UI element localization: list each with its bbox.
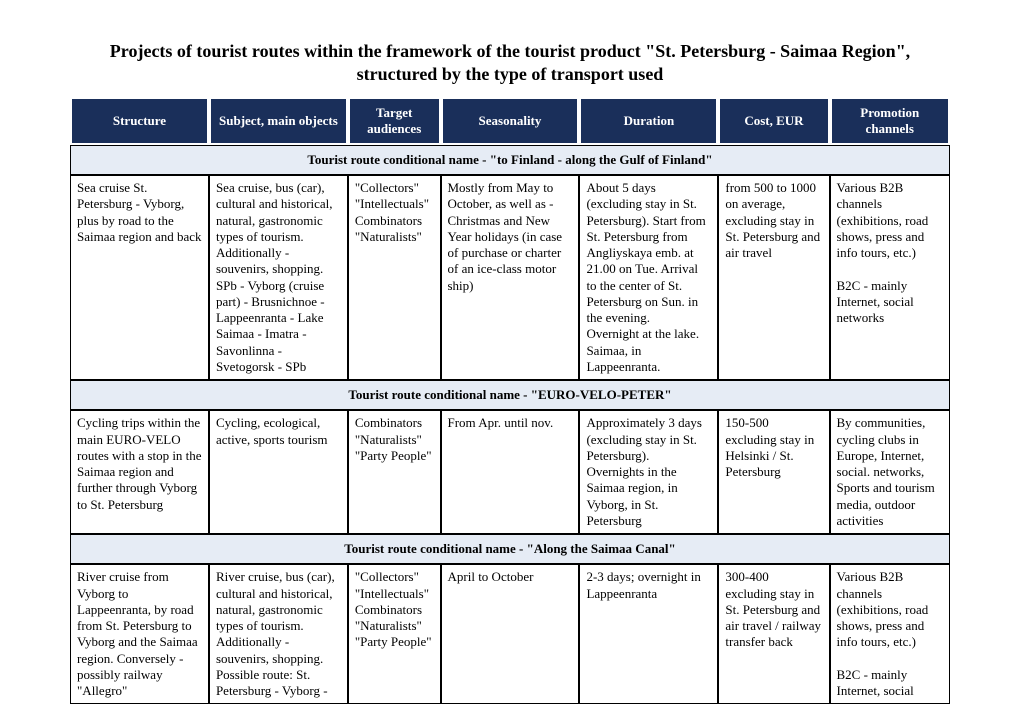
section-header-row: Tourist route conditional name - "EURO-V…: [70, 380, 950, 410]
cell-cost: 150-500 excluding stay in Helsinki / St.…: [718, 410, 829, 534]
cell-cost: 300-400 excluding stay in St. Petersburg…: [718, 564, 829, 704]
table-row: River cruise from Vyborg to Lappeenranta…: [70, 564, 950, 704]
cell-duration: Approximately 3 days (excluding stay in …: [579, 410, 718, 534]
section-header: Tourist route conditional name - "Along …: [70, 534, 950, 564]
col-header-duration: Duration: [579, 97, 718, 145]
table-row: Sea cruise St. Petersburg - Vyborg, plus…: [70, 175, 950, 380]
cell-subject: River cruise, bus (car), cultural and hi…: [209, 564, 348, 704]
cell-promotion: Various B2B channels (exhibitions, road …: [830, 175, 950, 380]
cell-structure: Sea cruise St. Petersburg - Vyborg, plus…: [70, 175, 209, 380]
cell-target: "Collectors""Intellectuals"Combinators"N…: [348, 175, 441, 380]
col-header-cost: Cost, EUR: [718, 97, 829, 145]
section-header-row: Tourist route conditional name - "to Fin…: [70, 145, 950, 175]
page-title: Projects of tourist routes within the fr…: [70, 40, 950, 87]
table-row: Cycling trips within the main EURO-VELO …: [70, 410, 950, 534]
cell-subject: Sea cruise, bus (car), cultural and hist…: [209, 175, 348, 380]
section-header: Tourist route conditional name - "to Fin…: [70, 145, 950, 175]
cell-target: "Collectors""Intellectuals"Combinators"N…: [348, 564, 441, 704]
cell-promotion: By communities, cycling clubs in Europe,…: [830, 410, 950, 534]
cell-seasonality: Mostly from May to October, as well as -…: [441, 175, 580, 380]
col-header-promotion: Promotion channels: [830, 97, 950, 145]
cell-target: Combinators"Naturalists""Party People": [348, 410, 441, 534]
cell-promotion: Various B2B channels (exhibitions, road …: [830, 564, 950, 704]
cell-seasonality: April to October: [441, 564, 580, 704]
cell-structure: Cycling trips within the main EURO-VELO …: [70, 410, 209, 534]
table-header-row: Structure Subject, main objects Target a…: [70, 97, 950, 145]
section-header-row: Tourist route conditional name - "Along …: [70, 534, 950, 564]
cell-subject: Cycling, ecological, active, sports tour…: [209, 410, 348, 534]
cell-structure: River cruise from Vyborg to Lappeenranta…: [70, 564, 209, 704]
cell-duration: About 5 days (excluding stay in St. Pete…: [579, 175, 718, 380]
col-header-subject: Subject, main objects: [209, 97, 348, 145]
section-header: Tourist route conditional name - "EURO-V…: [70, 380, 950, 410]
routes-table: Structure Subject, main objects Target a…: [70, 97, 950, 705]
cell-duration: 2-3 days; overnight in Lappeenranta: [579, 564, 718, 704]
col-header-structure: Structure: [70, 97, 209, 145]
cell-seasonality: From Apr. until nov.: [441, 410, 580, 534]
col-header-target: Target audiences: [348, 97, 441, 145]
col-header-seasonality: Seasonality: [441, 97, 580, 145]
cell-cost: from 500 to 1000 on average, excluding s…: [718, 175, 829, 380]
